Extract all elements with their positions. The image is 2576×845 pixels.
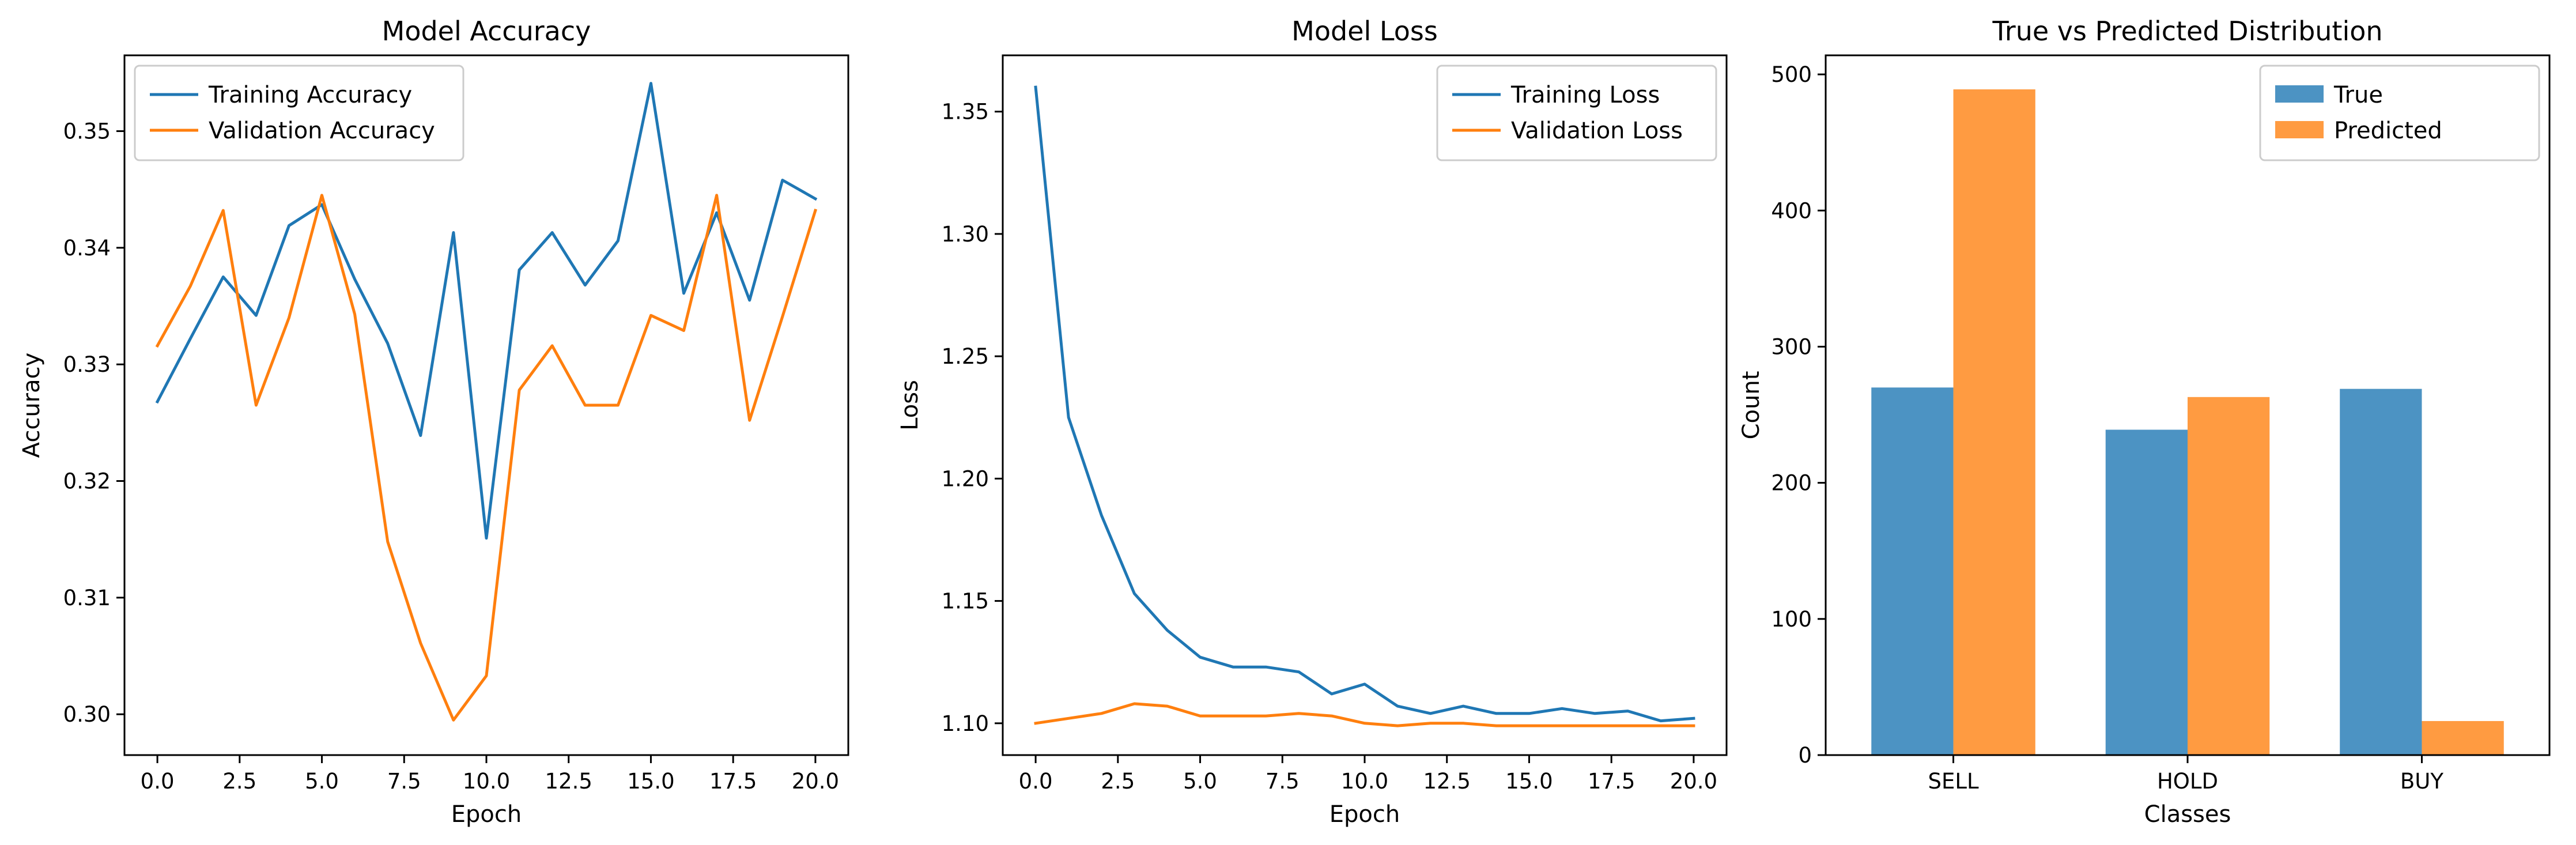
bar-true-sell (1871, 387, 1954, 755)
x-tick-label: 0.0 (141, 769, 175, 794)
legend: True Predicted (2259, 65, 2540, 161)
x-tick-label: 15.0 (627, 769, 674, 794)
x-tick-label: 20.0 (1670, 769, 1717, 794)
y-tick-label: 400 (1771, 198, 1812, 223)
chart-title: Model Loss (1291, 16, 1438, 47)
y-tick-label: 0.34 (63, 236, 111, 261)
x-tick-label: SELL (1928, 769, 1978, 794)
legend-label: Training Accuracy (208, 82, 412, 108)
x-tick-label: 2.5 (1101, 769, 1135, 794)
y-tick-label: 200 (1771, 471, 1812, 496)
y-tick-label: 300 (1771, 334, 1812, 359)
y-axis-label: Count (1738, 371, 1765, 440)
y-tick-label: 0.32 (63, 469, 111, 494)
series-line-training (1034, 85, 1695, 723)
x-tick-label: 5.0 (305, 769, 339, 794)
x-tick-label: 10.0 (463, 769, 510, 794)
accuracy-chart: Model Accuracy Epoch Accuracy 0.0 2.5 5.0 7.5 1… (18, 16, 849, 828)
series-line-validation (155, 194, 818, 722)
x-tick-label: 15.0 (1505, 769, 1553, 794)
y-tick-label: 0 (1798, 743, 1812, 768)
y-tick-label: 0.35 (63, 119, 111, 144)
legend: Training Accuracy Validation Accuracy (134, 65, 464, 161)
legend: Training Loss Validation Loss (1436, 65, 1717, 161)
legend-swatch (2275, 121, 2324, 138)
y-axis-label: Loss (897, 380, 923, 431)
distribution-chart: True vs Predicted Distribution Classes Cou… (1738, 16, 2551, 828)
bar-predicted-hold (2188, 397, 2270, 755)
legend-box (134, 65, 464, 161)
x-tick-label: 17.5 (1588, 769, 1635, 794)
bar-true-hold (2105, 429, 2188, 755)
x-tick-label: 7.5 (1266, 769, 1300, 794)
x-tick-label: 5.0 (1183, 769, 1217, 794)
y-axis-label: Accuracy (18, 353, 45, 458)
x-tick-label: 12.5 (545, 769, 592, 794)
legend-label: Training Loss (1510, 82, 1660, 108)
x-tick-label: BUY (2400, 769, 2443, 794)
y-tick-label: 0.33 (63, 352, 111, 377)
legend-label: Validation Loss (1511, 118, 1683, 144)
chart-title: True vs Predicted Distribution (1992, 16, 2382, 47)
plot-frame (123, 54, 849, 756)
y-tick-label: 0.31 (63, 586, 111, 610)
bar-predicted-buy (2422, 720, 2504, 755)
y-tick-label: 100 (1771, 607, 1812, 632)
y-tick-label: 1.20 (942, 466, 989, 491)
chart-title: Model Accuracy (382, 16, 591, 47)
y-tick-label: 1.30 (942, 222, 989, 247)
x-tick-label: 12.5 (1423, 769, 1471, 794)
plot-frame (1002, 54, 1728, 756)
y-tick-label: 1.15 (942, 589, 989, 614)
loss-chart: Model Loss Epoch Loss 0.0 2.5 5.0 7.5 10.0 12.5 1… (897, 16, 1728, 828)
legend-label: Predicted (2334, 118, 2442, 144)
y-tick-label: 0.30 (63, 702, 111, 727)
x-axis-label: Epoch (1329, 801, 1400, 828)
y-tick-label: 1.35 (942, 100, 989, 125)
x-tick-label: 0.0 (1019, 769, 1053, 794)
series-line-validation (1034, 702, 1695, 727)
y-tick-label: 1.25 (942, 344, 989, 369)
x-tick-label: HOLD (2157, 769, 2218, 794)
y-tick-label: 1.10 (942, 711, 989, 736)
legend-label: Validation Accuracy (209, 118, 435, 144)
x-axis-label: Epoch (451, 801, 522, 828)
x-tick-label: 2.5 (222, 769, 256, 794)
bar-predicted-sell (1953, 89, 2035, 756)
legend-swatch (2275, 85, 2324, 103)
x-axis-label: Classes (2144, 801, 2231, 828)
legend-box (1436, 65, 1717, 161)
x-tick-label: 20.0 (792, 769, 839, 794)
x-tick-label: 10.0 (1341, 769, 1388, 794)
legend-label: True (2333, 82, 2383, 108)
bar-true-buy (2340, 388, 2422, 755)
y-tick-label: 500 (1771, 62, 1812, 87)
x-tick-label: 17.5 (709, 769, 757, 794)
plot-frame (1825, 54, 2551, 756)
x-tick-label: 7.5 (387, 769, 421, 794)
legend-box (2259, 65, 2540, 161)
